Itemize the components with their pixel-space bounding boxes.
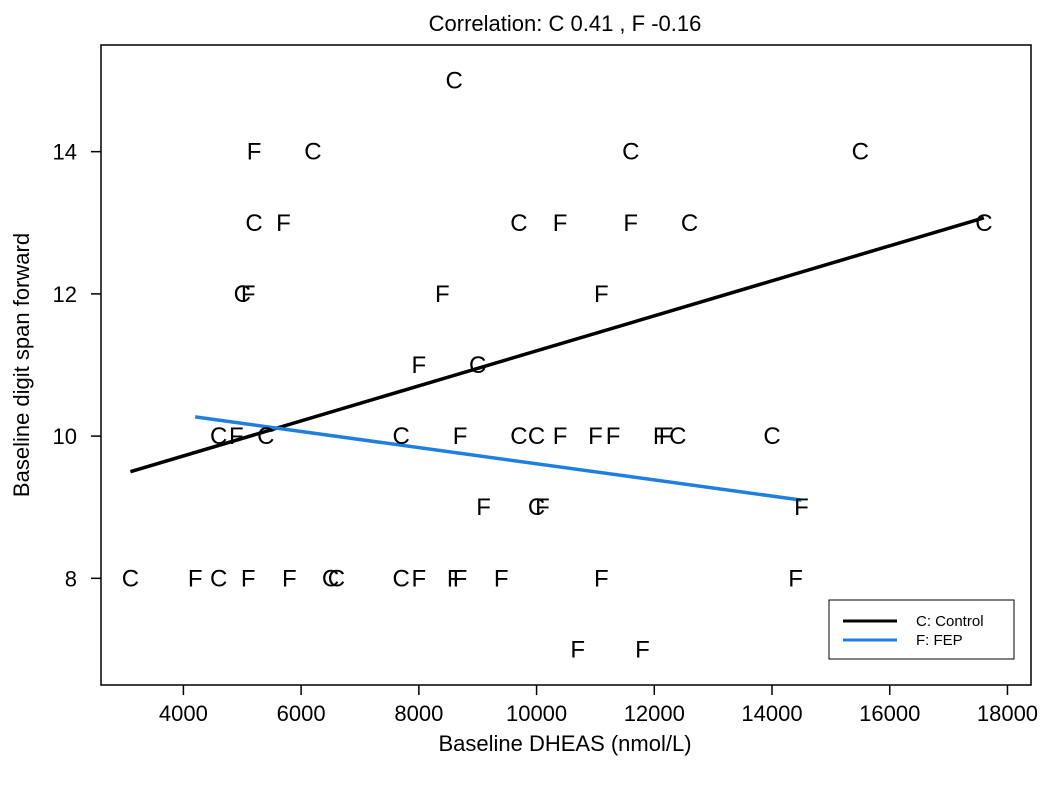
point-f: F xyxy=(553,210,568,237)
point-c: C xyxy=(622,139,639,166)
point-c: C xyxy=(210,423,227,450)
point-f: F xyxy=(412,352,427,379)
y-tick-label: 12 xyxy=(53,282,77,307)
plot-frame xyxy=(100,44,1032,686)
point-f: F xyxy=(494,565,509,592)
x-tick-label: 10000 xyxy=(506,701,567,726)
legend-label-control: C: Control xyxy=(916,613,984,630)
point-f: F xyxy=(659,423,674,450)
point-f: F xyxy=(653,423,668,450)
point-c: C xyxy=(245,210,262,237)
point-f: F xyxy=(635,636,650,663)
point-c: C xyxy=(469,352,486,379)
legend: C: Control F: FEP xyxy=(828,599,1015,660)
point-c: C xyxy=(234,281,251,308)
y-axis-label: Baseline digit span forward xyxy=(9,233,34,497)
point-f: F xyxy=(241,281,256,308)
point-c: C xyxy=(328,565,345,592)
point-f: F xyxy=(247,139,262,166)
x-tick-label: 12000 xyxy=(624,701,685,726)
y-tick-label: 10 xyxy=(53,424,77,449)
point-f: F xyxy=(553,423,568,450)
point-c: C xyxy=(304,139,321,166)
point-f: F xyxy=(570,636,585,663)
y-tick-label: 8 xyxy=(65,566,77,591)
point-f: F xyxy=(453,565,468,592)
point-f: F xyxy=(476,494,491,521)
point-c: C xyxy=(257,423,274,450)
point-f: F xyxy=(229,423,244,450)
point-f: F xyxy=(594,281,609,308)
point-c: C xyxy=(852,139,869,166)
point-f: F xyxy=(276,210,291,237)
point-c: C xyxy=(681,210,698,237)
x-tick-label: 16000 xyxy=(859,701,920,726)
point-f: F xyxy=(606,423,621,450)
x-tick-label: 18000 xyxy=(977,701,1038,726)
point-c: C xyxy=(393,423,410,450)
point-f: F xyxy=(794,494,809,521)
point-c: C xyxy=(669,423,686,450)
point-f: F xyxy=(453,423,468,450)
point-f: F xyxy=(435,281,450,308)
y-axis: 8 10 12 14 xyxy=(53,140,101,591)
point-f: F xyxy=(588,423,603,450)
point-f: F xyxy=(535,494,550,521)
point-f: F xyxy=(623,210,638,237)
point-c: C xyxy=(122,565,139,592)
point-c: C xyxy=(528,494,545,521)
x-tick-label: 6000 xyxy=(277,701,326,726)
point-f: F xyxy=(188,565,203,592)
point-c: C xyxy=(510,423,527,450)
point-c: C xyxy=(210,565,227,592)
point-c: C xyxy=(393,565,410,592)
point-f: F xyxy=(594,565,609,592)
legend-box xyxy=(828,599,1015,660)
chart-title: Correlation: C 0.41 , F -0.16 xyxy=(429,11,702,36)
point-c: C xyxy=(975,210,992,237)
point-f: F xyxy=(282,565,297,592)
point-c: C xyxy=(763,423,780,450)
point-f: F xyxy=(788,565,803,592)
point-f: F xyxy=(447,565,462,592)
point-f: F xyxy=(241,565,256,592)
point-c: C xyxy=(528,423,545,450)
x-axis-label: Baseline DHEAS (nmol/L) xyxy=(438,731,691,756)
point-c: C xyxy=(445,68,462,95)
x-tick-label: 14000 xyxy=(741,701,802,726)
fit-line-c xyxy=(129,216,985,474)
legend-label-fep: F: FEP xyxy=(916,632,963,649)
point-f: F xyxy=(412,565,427,592)
x-tick-label: 4000 xyxy=(159,701,208,726)
y-tick-label: 14 xyxy=(53,140,77,165)
fit-line-f xyxy=(194,415,802,502)
x-tick-label: 8000 xyxy=(394,701,443,726)
point-c: C xyxy=(322,565,339,592)
point-c: C xyxy=(510,210,527,237)
x-axis: 4000 6000 8000 10000 12000 14000 16000 18000 xyxy=(159,685,1038,726)
fit-lines xyxy=(129,216,985,502)
